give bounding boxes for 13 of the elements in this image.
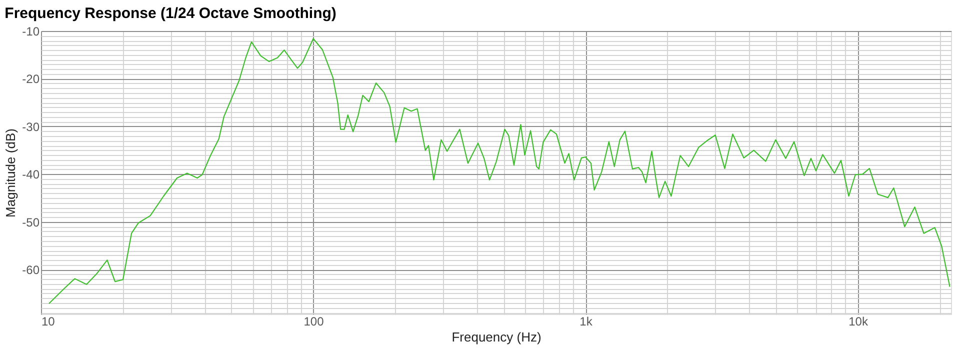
x-axis-title: Frequency (Hz)	[452, 330, 542, 344]
y-axis-title: Magnitude (dB)	[3, 128, 18, 218]
chart-title: Frequency Response (1/24 Octave Smoothing)	[4, 5, 336, 22]
x-tick-label: 100	[304, 314, 324, 328]
x-tick-label: 10	[42, 314, 56, 328]
y-tick-label: -30	[22, 120, 40, 134]
x-tick-label: 10k	[848, 314, 869, 328]
y-tick-label: -50	[22, 215, 40, 230]
y-tick-label: -60	[22, 263, 40, 278]
y-tick-label: -20	[22, 72, 40, 86]
y-tick-label: -40	[22, 168, 40, 182]
x-tick-label: 1k	[580, 314, 594, 328]
y-tick-label: -10	[22, 24, 40, 38]
